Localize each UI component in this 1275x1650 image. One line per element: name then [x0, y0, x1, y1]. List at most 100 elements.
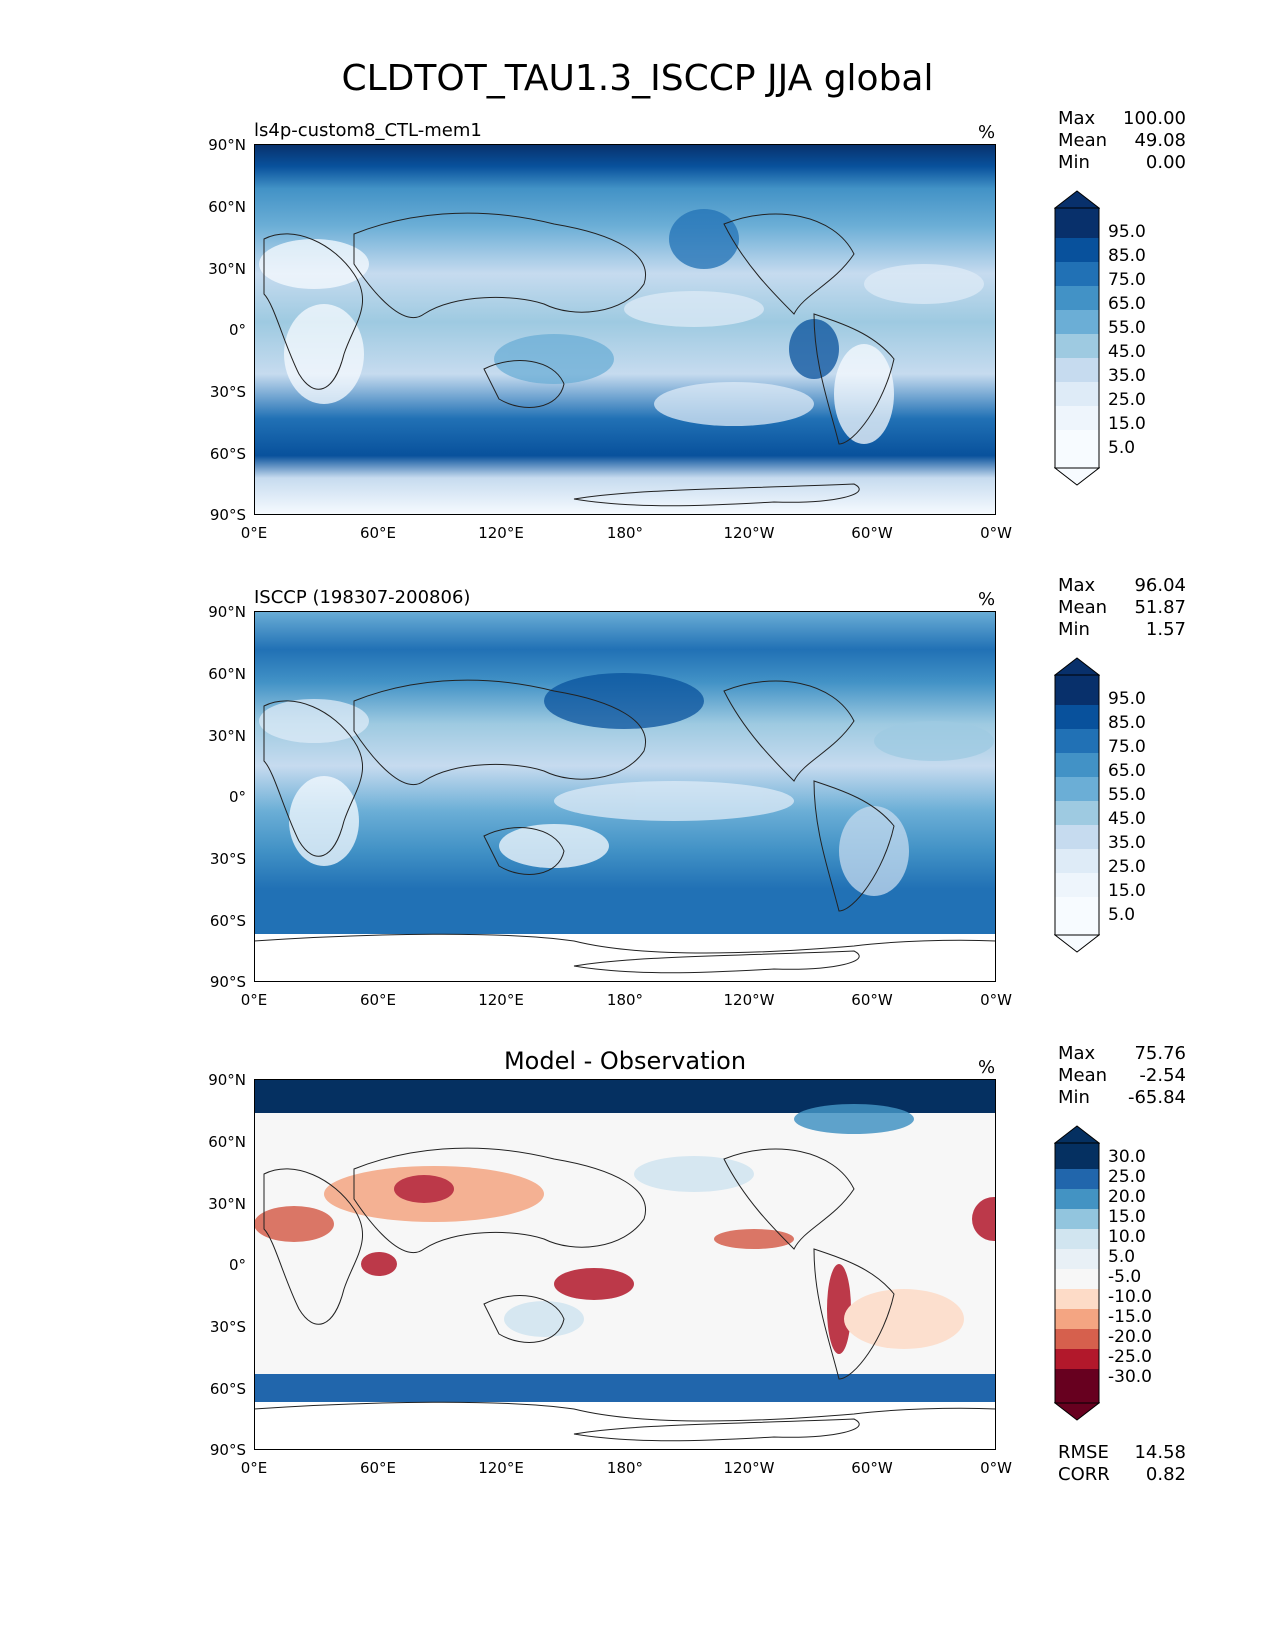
lat-label: 60°S: [209, 912, 246, 930]
panel-model: ls4p-custom8_CTL-mem1 %: [0, 108, 1275, 590]
colorbar-label: 30.0: [1108, 1147, 1146, 1167]
lon-label: 180°: [606, 1459, 644, 1477]
panel-observation: ISCCP (198307-200806) %: [0, 575, 1275, 1057]
colorbar-label: 65.0: [1108, 294, 1146, 314]
lon-label: 0°W: [980, 524, 1012, 542]
lat-label: 90°N: [208, 136, 246, 154]
lat-label: 90°S: [209, 506, 246, 524]
panel-stats: Max 100.00 Mean 49.08 Min 0.00: [1058, 108, 1186, 174]
stat-label: Mean: [1058, 130, 1108, 151]
colorbar-label: 55.0: [1108, 318, 1146, 338]
map-model: [254, 144, 996, 515]
colorbar-label: 75.0: [1108, 737, 1146, 757]
panel-title: ISCCP (198307-200806): [254, 587, 471, 608]
map-difference: [254, 1079, 996, 1450]
field-background: [254, 144, 996, 515]
colorbar-label: 5.0: [1108, 1247, 1136, 1267]
difference-patches: [254, 1104, 996, 1354]
stat-max: 100.00: [1123, 108, 1186, 129]
panel-units: %: [978, 1057, 996, 1078]
lon-label: 120°W: [723, 1459, 775, 1477]
stat-mean: 51.87: [1134, 597, 1186, 618]
lat-label: 30°S: [209, 1318, 246, 1336]
lat-label: 60°S: [209, 1380, 246, 1398]
colorbar: [1054, 1125, 1100, 1421]
colorbar-label: 55.0: [1108, 785, 1146, 805]
colorbar-label: 75.0: [1108, 270, 1146, 290]
stat-label: Max: [1058, 1043, 1096, 1064]
colorbar: [1054, 657, 1100, 953]
panel-units: %: [978, 122, 996, 143]
lon-label: 60°E: [359, 991, 397, 1009]
lat-label: 30°N: [208, 260, 246, 278]
lon-label: 0°E: [240, 1459, 268, 1477]
stat-label: Max: [1058, 108, 1096, 129]
stat-min: 0.00: [1145, 152, 1186, 173]
map-frame: [254, 1079, 996, 1450]
colorbar-label: 5.0: [1108, 905, 1136, 925]
stat-max: 96.04: [1134, 575, 1186, 596]
no-data-region: [254, 934, 996, 982]
lon-label: 180°: [606, 991, 644, 1009]
stat-label: Mean: [1058, 1065, 1108, 1086]
colorbar-label: 85.0: [1108, 246, 1146, 266]
stat-label: Min: [1058, 152, 1090, 173]
figure-title: CLDTOT_TAU1.3_ISCCP JJA global: [341, 58, 934, 99]
coastlines: [263, 212, 895, 507]
panel-title: Model - Observation: [503, 1047, 747, 1075]
colorbar-label: 15.0: [1108, 1207, 1146, 1227]
lon-label: 60°E: [359, 1459, 397, 1477]
colorbar-label: -15.0: [1108, 1307, 1152, 1327]
lat-label: 90°S: [209, 1441, 246, 1459]
stat-label: Max: [1058, 575, 1096, 596]
colorbar-label: 15.0: [1108, 881, 1146, 901]
colorbar-label: -25.0: [1108, 1347, 1152, 1367]
stat-label: Min: [1058, 1087, 1090, 1108]
colorbar-label: 15.0: [1108, 414, 1146, 434]
lon-label: 60°E: [359, 524, 397, 542]
lon-label: 60°W: [851, 1459, 893, 1477]
lon-label: 120°E: [478, 524, 524, 542]
colorbar-label: 10.0: [1108, 1227, 1146, 1247]
panel-difference: Model - Observation %: [0, 1043, 1275, 1525]
lon-label: 120°E: [478, 991, 524, 1009]
lat-label: 30°S: [209, 850, 246, 868]
lat-label: 0°: [228, 1256, 246, 1274]
lat-label: 0°: [228, 321, 246, 339]
stat-label: Mean: [1058, 597, 1108, 618]
corr-value: 0.82: [1145, 1464, 1186, 1485]
lon-label: 60°W: [851, 524, 893, 542]
panel-units: %: [978, 589, 996, 610]
colorbar-label: 95.0: [1108, 222, 1146, 242]
colorbar-label: -30.0: [1108, 1367, 1152, 1387]
lon-label: 0°W: [980, 991, 1012, 1009]
panel-title: ls4p-custom8_CTL-mem1: [254, 120, 482, 141]
map-frame: [254, 144, 996, 515]
lon-label: 120°W: [723, 524, 775, 542]
lon-label: 0°E: [240, 991, 268, 1009]
lon-label: 60°W: [851, 991, 893, 1009]
coastlines: [254, 1147, 996, 1442]
colorbar-label: -20.0: [1108, 1327, 1152, 1347]
lat-label: 0°: [228, 788, 246, 806]
lat-label: 30°N: [208, 727, 246, 745]
colorbar-label: 35.0: [1108, 366, 1146, 386]
map-frame: [254, 611, 996, 982]
lon-label: 0°W: [980, 1459, 1012, 1477]
lat-label: 90°N: [208, 1071, 246, 1089]
rmse-value: 14.58: [1134, 1442, 1186, 1463]
southern-ocean-band: [254, 1374, 996, 1402]
colorbar-label: 25.0: [1108, 857, 1146, 877]
colorbar-label: 5.0: [1108, 438, 1136, 458]
stat-min: 1.57: [1145, 619, 1186, 640]
colorbar-label: 65.0: [1108, 761, 1146, 781]
stat-label: Min: [1058, 619, 1090, 640]
stat-mean: -2.54: [1139, 1065, 1186, 1086]
colorbar-label: 25.0: [1108, 1167, 1146, 1187]
colorbar-label: 35.0: [1108, 833, 1146, 853]
rmse-label: RMSE: [1058, 1442, 1109, 1463]
stat-min: -65.84: [1127, 1087, 1186, 1108]
lat-label: 60°N: [208, 198, 246, 216]
cloud-patches: [259, 209, 984, 444]
lat-label: 90°S: [209, 973, 246, 991]
